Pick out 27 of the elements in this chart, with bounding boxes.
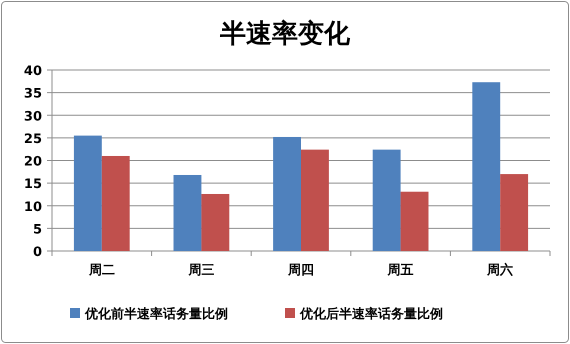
bar [74, 136, 102, 251]
bar [174, 174, 202, 251]
bar [201, 194, 230, 251]
y-tick-label: 25 [24, 132, 42, 147]
y-tick-label: 20 [24, 154, 42, 170]
y-tick-label: 15 [24, 177, 42, 192]
bar [301, 150, 329, 251]
x-tick-label: 周五 [386, 263, 414, 278]
y-tick-label: 40 [24, 64, 42, 79]
x-tick-label: 周六 [486, 262, 514, 278]
legend-label: 优化前半速率话务量比例 [84, 306, 228, 322]
legend-label: 优化后半速率话务量比例 [299, 306, 443, 322]
y-tick-label: 10 [24, 200, 42, 215]
y-tick-label: 35 [24, 86, 42, 102]
bar [372, 150, 401, 251]
x-tick-label: 周四 [287, 263, 314, 278]
bar [400, 192, 428, 251]
y-tick-label: 5 [32, 222, 42, 238]
bar [500, 174, 528, 251]
bar [472, 82, 500, 251]
bar [102, 156, 130, 251]
chart-title: 半速率变化 [219, 19, 351, 49]
bar [273, 136, 301, 251]
y-tick-label: 30 [24, 109, 42, 124]
x-tick-label: 周三 [187, 263, 214, 278]
x-tick-label: 周二 [88, 263, 115, 278]
y-tick-label: 0 [32, 245, 42, 260]
